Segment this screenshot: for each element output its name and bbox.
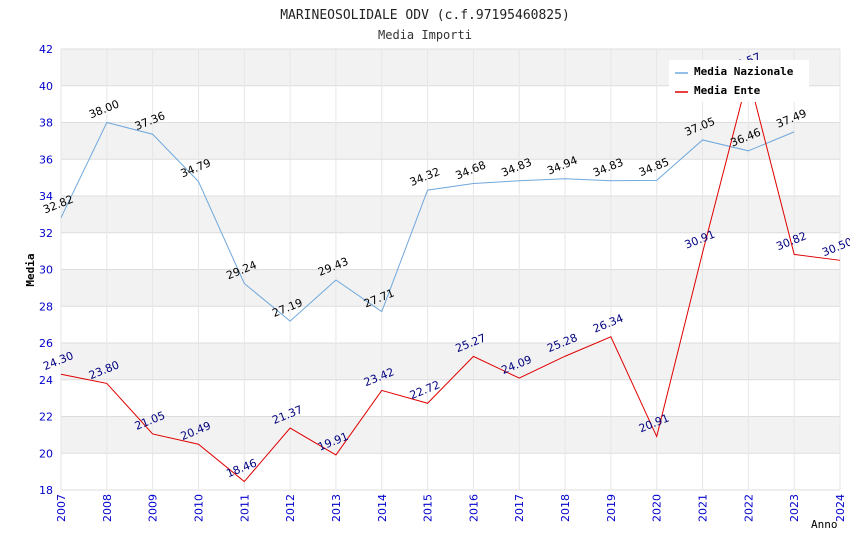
legend: Media Nazionale Media Ente bbox=[669, 60, 809, 102]
series-line-media-ente bbox=[60, 75, 841, 483]
y-tick-label: 26 bbox=[39, 337, 53, 350]
x-tick-label: 2010 bbox=[192, 494, 205, 522]
x-tick-label: 2008 bbox=[101, 494, 114, 522]
x-tick-label: 2012 bbox=[284, 494, 297, 522]
y-tick-label: 18 bbox=[39, 484, 53, 497]
x-tick-label: 2023 bbox=[788, 494, 801, 522]
y-tick-label: 38 bbox=[39, 117, 53, 130]
x-tick-label: 2024 bbox=[834, 494, 847, 522]
x-axis-ticks: 2007 2008 2009 2010 2011 2012 2013 2014 2015 2016… bbox=[55, 494, 847, 522]
x-tick-label: 2014 bbox=[376, 494, 389, 522]
y-tick-label: 40 bbox=[39, 80, 53, 93]
x-tick-label: 2020 bbox=[651, 494, 664, 522]
x-tick-label: 2019 bbox=[605, 494, 618, 522]
y-axis-label: Media bbox=[24, 253, 37, 286]
y-tick-label: 24 bbox=[39, 374, 53, 387]
x-tick-label: 2009 bbox=[147, 494, 160, 522]
grid-band bbox=[61, 416, 840, 454]
series-line-media-nazionale bbox=[60, 121, 795, 322]
series-lines bbox=[60, 75, 841, 483]
x-axis-label: Anno bbox=[811, 518, 838, 531]
y-tick-label: 22 bbox=[39, 411, 53, 424]
chart-subtitle: Media Importi bbox=[378, 28, 472, 42]
x-tick-label: 2013 bbox=[330, 494, 343, 522]
x-tick-label: 2016 bbox=[467, 494, 480, 522]
legend-label-media-nazionale: Media Nazionale bbox=[694, 65, 794, 78]
x-tick-label: 2021 bbox=[697, 494, 710, 522]
grid-band bbox=[61, 122, 840, 160]
x-tick-label: 2017 bbox=[513, 494, 526, 522]
legend-box bbox=[669, 60, 809, 102]
y-tick-label: 30 bbox=[39, 264, 53, 277]
y-tick-label: 32 bbox=[39, 227, 53, 240]
y-tick-label: 36 bbox=[39, 153, 53, 166]
y-axis-ticks: 18 20 22 24 26 28 30 32 34 36 38 40 42 bbox=[39, 43, 53, 497]
grid-band bbox=[61, 196, 840, 233]
chart-title: MARINEOSOLIDALE ODV (c.f.97195460825) bbox=[280, 8, 570, 23]
x-tick-label: 2022 bbox=[742, 494, 755, 522]
y-tick-label: 20 bbox=[39, 447, 53, 460]
x-tick-label: 2018 bbox=[559, 494, 572, 522]
y-tick-label: 28 bbox=[39, 300, 53, 313]
y-tick-label: 42 bbox=[39, 43, 53, 56]
legend-label-media-ente: Media Ente bbox=[694, 84, 761, 97]
grid-band bbox=[61, 343, 840, 380]
grid-band bbox=[61, 269, 840, 307]
x-tick-label: 2015 bbox=[422, 494, 435, 522]
x-tick-label: 2011 bbox=[238, 494, 251, 522]
y-tick-label: 34 bbox=[39, 190, 53, 203]
x-tick-label: 2007 bbox=[55, 494, 68, 522]
